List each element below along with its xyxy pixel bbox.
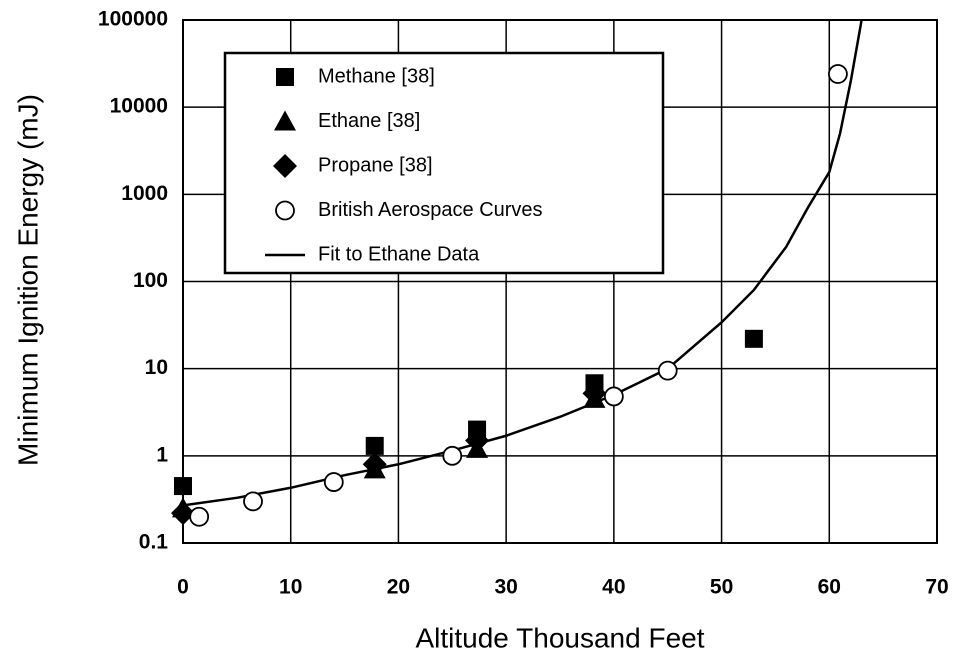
x-tick-label: 70 [925,576,948,599]
x-axis-title: Altitude Thousand Feet [415,622,704,653]
y-axis-title: Minimum Ignition Energy (mJ) [12,94,43,466]
marker-square [365,436,384,455]
marker-circle [603,386,624,407]
marker-circle [189,506,210,527]
marker-circle [828,64,848,84]
legend-label: Propane [38] [318,154,433,176]
marker-diamond [582,381,607,406]
marker-diamond [362,452,387,477]
x-tick-label: 60 [818,576,841,599]
marker-diamond [273,154,297,178]
y-tick-label: 0.1 [139,531,169,554]
x-tick-label: 40 [602,576,625,599]
y-tick-label: 100 [133,269,168,292]
legend-label: Methane [38] [318,65,435,87]
marker-diamond [171,501,195,526]
marker-square [744,329,763,348]
legend-label: Fit to Ethane Data [318,243,480,265]
marker-circle [243,491,263,512]
y-tick-label: 1 [156,443,168,466]
marker-circle [657,360,678,381]
legend-box [223,51,665,275]
marker-circle [323,472,344,492]
legend-label: Ethane [38] [318,110,420,132]
marker-square [174,477,192,496]
x-tick-label: 10 [279,576,302,599]
legend: Methane [38] Ethane [38] Propane [38] Briti… [223,51,665,275]
legend-label: British Aerospace Curves [318,199,543,221]
plot-frame [182,19,938,544]
x-tick-label: 30 [494,576,517,599]
y-tick-label: 1000 [121,182,168,205]
marker-square [276,68,294,86]
y-tick-label: 10 [145,356,168,379]
marker-diamond [465,428,490,453]
x-tick-label: 20 [387,576,410,599]
x-tick-label: 50 [710,576,733,599]
marker-triangle [274,110,296,131]
y-tick-label: 10000 [110,95,168,118]
y-tick-label: 100000 [98,8,168,31]
x-tick-label: 0 [177,576,189,599]
marker-circle [442,445,463,466]
marker-circle [275,200,295,221]
